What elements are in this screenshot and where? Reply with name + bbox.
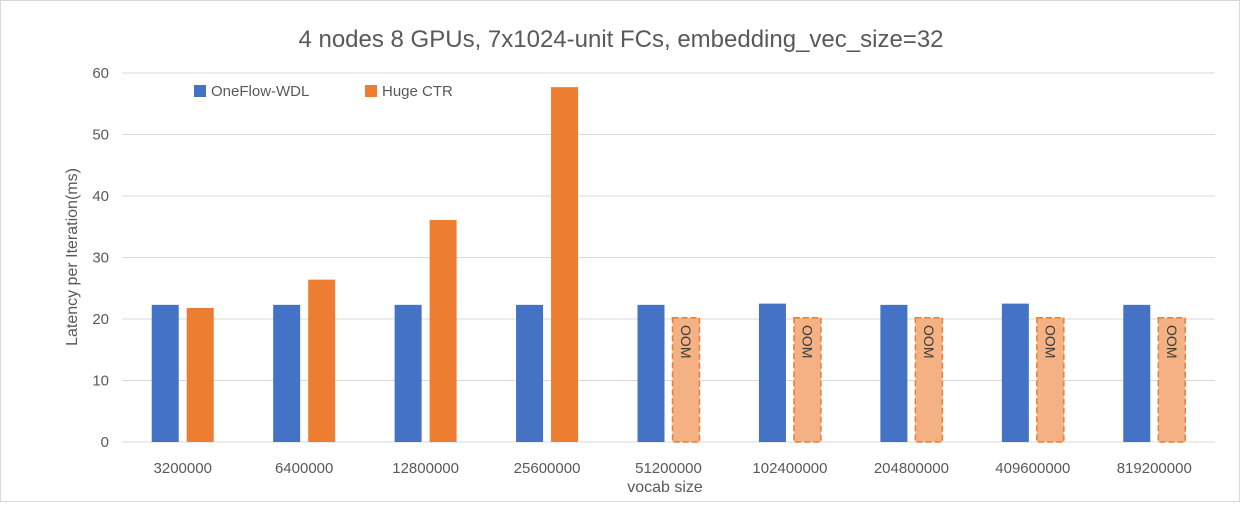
bar-oneflow-wdl [1123, 304, 1151, 442]
legend-label: OneFlow-WDL [211, 83, 309, 100]
x-tick-label: 6400000 [275, 460, 333, 477]
bar-huge-ctr [186, 307, 214, 442]
oom-label: OOM [921, 325, 937, 358]
y-tick-label: 60 [92, 65, 109, 82]
bar-huge-ctr-oom [1157, 317, 1187, 443]
chart-title: 4 nodes 8 GPUs, 7x1024-unit FCs, embeddi… [298, 26, 943, 53]
x-axis-title: vocab size [627, 479, 703, 496]
bar-oneflow-wdl [758, 303, 786, 442]
x-tick-label: 3200000 [154, 460, 212, 477]
y-tick-label: 10 [92, 373, 109, 390]
bar-huge-ctr [429, 219, 457, 442]
y-tick-label: 50 [92, 127, 109, 144]
oom-label: OOM [799, 325, 815, 358]
bar-huge-ctr-oom [671, 317, 701, 443]
bar-oneflow-wdl [273, 304, 301, 442]
legend-swatch [365, 85, 377, 97]
x-tick-label: 102400000 [752, 460, 827, 477]
oom-label: OOM [678, 325, 694, 358]
y-tick-label: 20 [92, 311, 109, 328]
bar-oneflow-wdl [880, 304, 908, 442]
bar-huge-ctr [551, 87, 579, 443]
y-tick-label: 40 [92, 188, 109, 205]
bar-oneflow-wdl [516, 304, 544, 442]
y-tick-label: 0 [101, 434, 109, 451]
bar-oneflow-wdl [151, 304, 179, 442]
legend: OneFlow-WDL Huge CTR [194, 83, 453, 100]
bar-huge-ctr-oom [793, 317, 822, 443]
bar-oneflow-wdl [637, 304, 665, 442]
x-tick-label: 25600000 [514, 460, 581, 477]
legend-swatch [194, 85, 206, 97]
x-tick-label: 204800000 [874, 460, 949, 477]
bar-huge-ctr-oom [914, 317, 944, 443]
y-tick-label: 30 [92, 250, 109, 267]
y-axis-title: Latency per Iteration(ms) [64, 168, 81, 346]
bars-group: OOM OOM OOM OOM OOM [151, 87, 1187, 443]
x-tick-label: 51200000 [635, 460, 702, 477]
bar-oneflow-wdl [394, 304, 422, 442]
legend-label: Huge CTR [382, 83, 453, 100]
x-axis-ticks: 3200000 6400000 12800000 25600000 51200000 10… [154, 460, 1192, 477]
bar-huge-ctr [308, 279, 336, 442]
x-tick-label: 409600000 [995, 460, 1070, 477]
oom-label: OOM [1164, 325, 1180, 358]
oom-label: OOM [1042, 325, 1058, 358]
bar-oneflow-wdl [1001, 303, 1029, 442]
x-tick-label: 819200000 [1117, 460, 1192, 477]
gridlines [122, 72, 1215, 443]
y-axis-ticks: 0 10 20 30 40 50 60 [92, 65, 109, 451]
bar-huge-ctr-oom [1036, 317, 1065, 443]
x-tick-label: 12800000 [392, 460, 459, 477]
